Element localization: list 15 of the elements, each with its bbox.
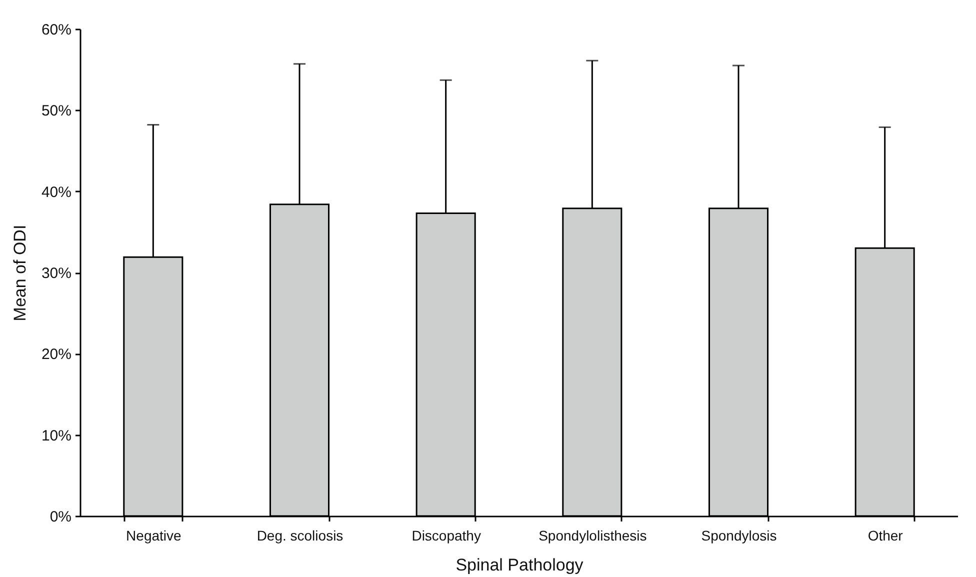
y-tick-label: 30% xyxy=(41,265,72,282)
x-axis-title: Spinal Pathology xyxy=(456,556,584,574)
x-tick-label: Spondylolisthesis xyxy=(538,528,647,544)
x-tick-label: Negative xyxy=(126,528,182,544)
y-tick-label: 10% xyxy=(41,427,72,444)
y-tick-label: 60% xyxy=(41,22,72,38)
x-tick-label: Spondylosis xyxy=(701,528,777,544)
y-tick-label: 40% xyxy=(41,184,72,201)
x-tick-label: Other xyxy=(868,528,904,544)
x-tick-label: Discopathy xyxy=(412,528,481,544)
y-axis-title: Mean of ODI xyxy=(10,224,30,322)
y-tick-label: 20% xyxy=(41,346,72,364)
x-tick-label: Deg. scoliosis xyxy=(256,528,344,544)
y-tick-label: 50% xyxy=(41,102,72,120)
y-tick-label: 0% xyxy=(50,508,72,526)
